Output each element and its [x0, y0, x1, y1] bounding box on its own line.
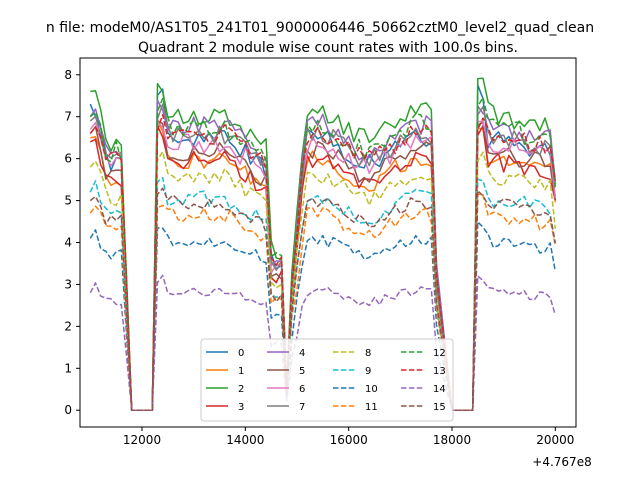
series-line-12: [89, 96, 557, 411]
legend-label-14: 14: [433, 384, 446, 395]
y-tick-label: 3: [64, 277, 72, 291]
figure-suptitle: n file: modeM0/AS1T05_241T01_9000006446_…: [46, 20, 594, 36]
legend-label-5: 5: [299, 366, 305, 377]
x-axis: 12000 14000 16000 18000 20000: [123, 427, 574, 447]
y-tick-label: 6: [64, 152, 72, 166]
y-tick-label: 4: [64, 236, 72, 250]
legend-label-6: 6: [299, 384, 305, 395]
y-tick-label: 1: [64, 361, 72, 375]
y-tick-label: 0: [64, 403, 72, 417]
series-line-11: [89, 193, 557, 411]
x-tick-label: 20000: [536, 433, 574, 447]
series-line-10: [89, 221, 557, 411]
y-axis: 0 1 2 3 4 5 6 7 8: [64, 68, 80, 417]
y-tick-label: 5: [64, 194, 72, 208]
legend-label-10: 10: [365, 384, 378, 395]
y-tick-label: 8: [64, 68, 72, 82]
series-line-8: [89, 150, 557, 411]
series-line-13: [89, 113, 557, 411]
legend-label-2: 2: [238, 384, 244, 395]
x-tick-label: 18000: [433, 433, 471, 447]
legend-label-7: 7: [299, 402, 305, 413]
series-line-14: [89, 274, 557, 411]
x-tick-label: 14000: [226, 433, 264, 447]
legend-label-1: 1: [238, 366, 244, 377]
legend-label-11: 11: [365, 402, 378, 413]
x-tick-label: 16000: [330, 433, 368, 447]
legend-label-13: 13: [433, 366, 446, 377]
x-tick-label: 12000: [123, 433, 161, 447]
legend-label-4: 4: [299, 348, 305, 359]
legend-label-12: 12: [433, 348, 446, 359]
legend-label-3: 3: [238, 402, 244, 413]
y-tick-label: 2: [64, 319, 72, 333]
legend-frame: [200, 338, 454, 422]
legend-label-15: 15: [433, 402, 446, 413]
legend-label-8: 8: [365, 348, 371, 359]
chart-title: Quadrant 2 module wise count rates with …: [138, 40, 518, 56]
legend-label-9: 9: [365, 366, 371, 377]
x-offset-label: +4.767e8: [532, 455, 591, 469]
series-line-15: [89, 187, 557, 411]
series-line-6: [89, 120, 557, 411]
series-layer: [89, 77, 557, 411]
legend-label-0: 0: [238, 348, 244, 359]
y-tick-label: 7: [64, 110, 72, 124]
series-line-7: [89, 103, 557, 411]
series-line-4: [89, 99, 557, 411]
